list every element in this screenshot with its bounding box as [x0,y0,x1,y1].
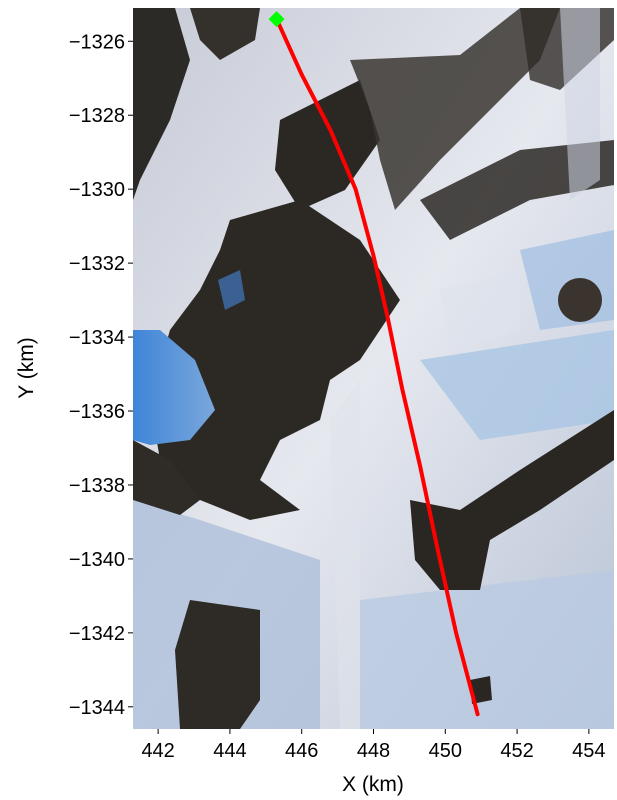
y-tick-label: −1332 [69,253,125,275]
series-line-0 [274,17,480,717]
y-tick-label: −1344 [69,697,125,719]
x-tick-label: 450 [429,740,462,762]
y-tick-label: −1336 [69,401,125,423]
x-tick-label: 444 [213,740,246,762]
y-tick-label: −1342 [69,623,125,645]
y-tick-label: −1328 [69,105,125,127]
x-tick-label: 448 [357,740,390,762]
x-tick-label: 452 [500,740,533,762]
x-tick-label: 454 [572,740,605,762]
y-tick-label: −1330 [69,179,125,201]
y-tick-label: −1334 [69,327,125,349]
satellite-image [133,8,614,729]
start-marker [268,11,285,28]
y-tick-label: −1338 [69,475,125,497]
data-layer [268,11,480,717]
x-axis-label: X (km) [342,773,404,796]
x-axis: 442 444 446 448 450 452 454 [141,729,606,762]
y-tick-label: −1340 [69,549,125,571]
y-tick-label: −1326 [69,31,125,53]
x-tick-label: 446 [285,740,318,762]
y-axis-label: Y (km) [15,337,38,398]
y-axis: −1326 −1328 −1330 −1332 −1334 −1336 −1338 −1340… [69,31,133,719]
x-tick-label: 442 [141,740,174,762]
